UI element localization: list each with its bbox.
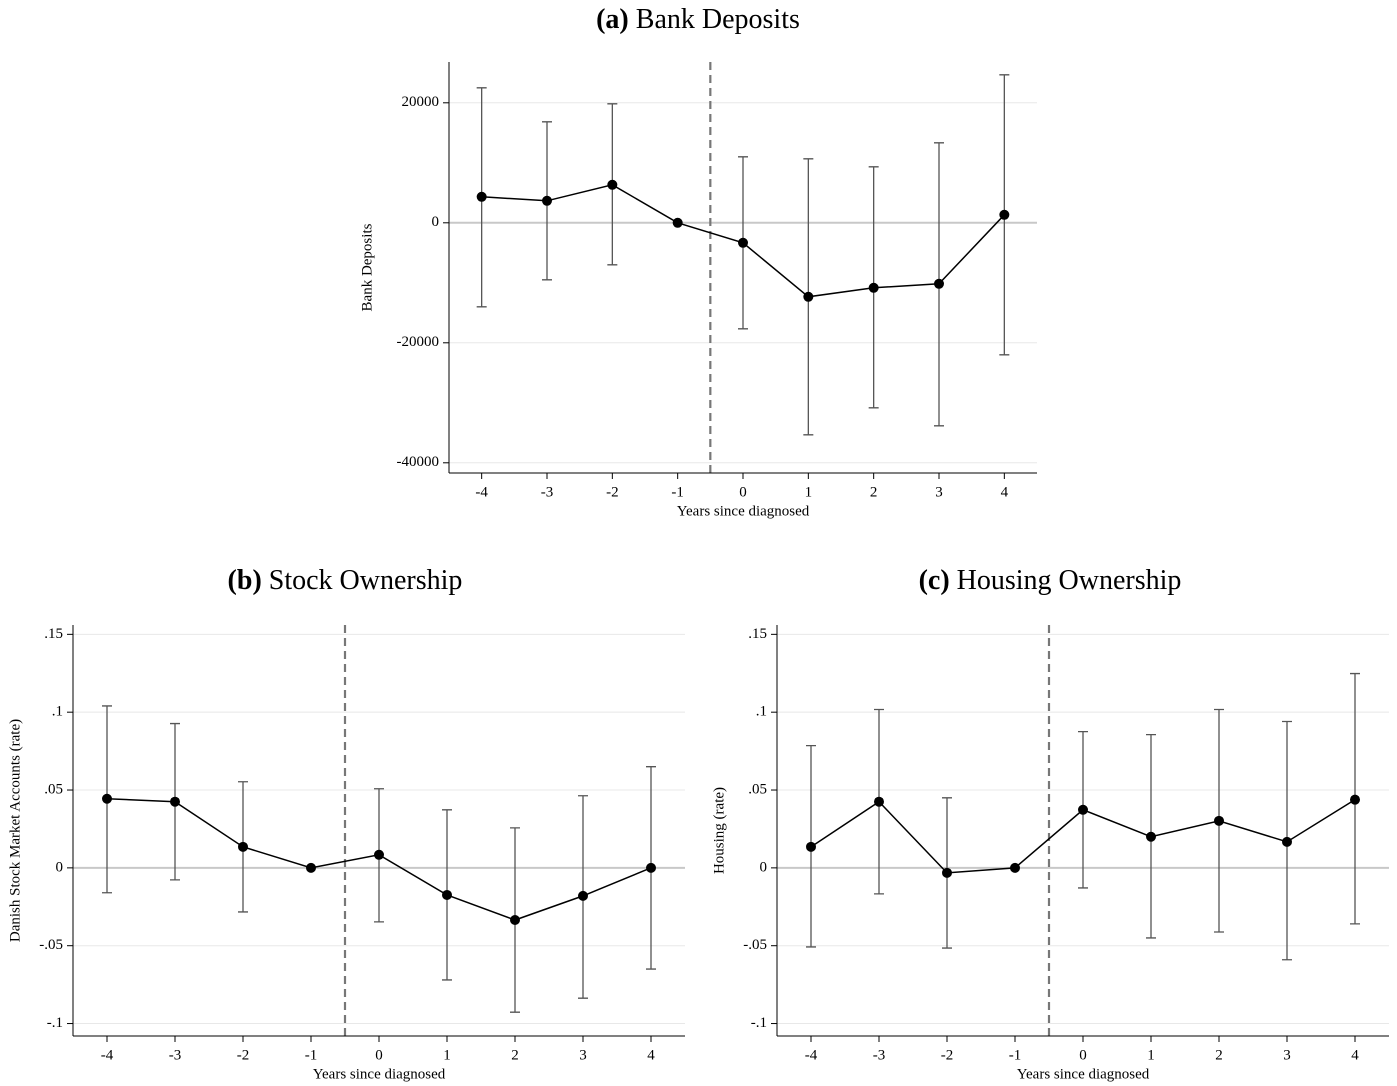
point (868, 282, 879, 293)
x-tick-label: -3 (541, 484, 554, 500)
y-tick-label: .1 (52, 704, 63, 720)
x-tick-label: 3 (1283, 1047, 1291, 1063)
x-tick-label: -2 (941, 1047, 954, 1063)
point (1350, 794, 1360, 805)
x-tick-label: -1 (305, 1047, 318, 1063)
y-tick-label: .1 (756, 704, 767, 720)
point (1010, 862, 1020, 873)
y-tick-label: .15 (44, 626, 63, 642)
point (738, 237, 748, 248)
point (1146, 831, 1156, 842)
chart-title: (a) Bank Deposits (596, 4, 800, 35)
y-tick-label: -.05 (743, 937, 767, 953)
y-tick-label: .15 (748, 626, 767, 642)
x-tick-label: 1 (1147, 1047, 1155, 1063)
x-tick-label: 4 (1351, 1047, 1359, 1063)
x-tick-label: -1 (671, 484, 684, 500)
title-text: Housing Ownership (957, 565, 1182, 596)
y-tick-label: .05 (44, 781, 63, 797)
x-tick-label: 0 (739, 484, 747, 500)
x-tick-label: 1 (443, 1047, 451, 1063)
point (806, 841, 816, 852)
x-tick-label: 2 (511, 1047, 519, 1063)
x-tick-label: -3 (873, 1047, 886, 1063)
x-tick-label: 3 (579, 1047, 587, 1063)
x-tick-label: 4 (647, 1047, 655, 1063)
panel-label: (c) (919, 565, 950, 596)
point (102, 793, 112, 804)
point (874, 796, 884, 807)
y-tick-label: -.1 (751, 1015, 767, 1031)
y-tick-label: 0 (760, 859, 768, 875)
point (238, 841, 248, 852)
x-axis-label: Years since diagnosed (313, 1066, 446, 1082)
x-tick-label: -2 (237, 1047, 250, 1063)
chart-title: (b) Stock Ownership (228, 565, 463, 596)
panel-label: (b) (228, 565, 262, 596)
y-tick-label: -20000 (397, 334, 440, 350)
point (646, 862, 656, 873)
point (578, 890, 588, 901)
x-tick-label: 0 (375, 1047, 383, 1063)
x-tick-label: -2 (606, 484, 619, 500)
point (374, 849, 384, 860)
title-text: Bank Deposits (636, 4, 800, 35)
point (476, 191, 487, 202)
x-tick-label: 1 (805, 484, 813, 500)
y-axis-label: Danish Stock Market Accounts (rate) (7, 719, 23, 942)
x-axis-label: Years since diagnosed (1017, 1066, 1150, 1082)
x-tick-label: 4 (1001, 484, 1009, 500)
point (442, 889, 452, 900)
y-tick-label: -40000 (397, 454, 440, 470)
point (999, 209, 1010, 220)
x-tick-label: -4 (475, 484, 488, 500)
y-tick-label: 0 (432, 214, 440, 230)
point (1214, 815, 1224, 826)
point (1282, 836, 1292, 847)
point (803, 291, 814, 302)
y-tick-label: 0 (56, 859, 64, 875)
point (170, 796, 180, 807)
x-tick-label: 2 (1215, 1047, 1223, 1063)
y-tick-label: -.05 (39, 937, 63, 953)
y-tick-label: .05 (748, 781, 767, 797)
y-axis-label: Bank Deposits (359, 223, 375, 311)
point (510, 915, 520, 926)
point (934, 278, 944, 289)
x-tick-label: -4 (805, 1047, 818, 1063)
panel-label: (a) (596, 4, 629, 35)
x-tick-label: 3 (935, 484, 943, 500)
point (942, 867, 952, 878)
point (607, 179, 618, 190)
point (542, 195, 552, 206)
x-tick-label: -3 (169, 1047, 182, 1063)
point (1078, 804, 1088, 815)
point (672, 217, 683, 228)
chart-title: (c) Housing Ownership (919, 565, 1182, 596)
x-tick-label: 0 (1079, 1047, 1087, 1063)
point (306, 862, 316, 873)
x-axis-label: Years since diagnosed (677, 503, 810, 519)
x-tick-label: 2 (870, 484, 878, 500)
y-tick-label: -.1 (47, 1015, 63, 1031)
x-tick-label: -1 (1009, 1047, 1022, 1063)
title-text: Stock Ownership (269, 565, 463, 596)
y-tick-label: 20000 (402, 94, 440, 110)
x-tick-label: -4 (101, 1047, 114, 1063)
y-axis-label: Housing (rate) (711, 787, 727, 874)
